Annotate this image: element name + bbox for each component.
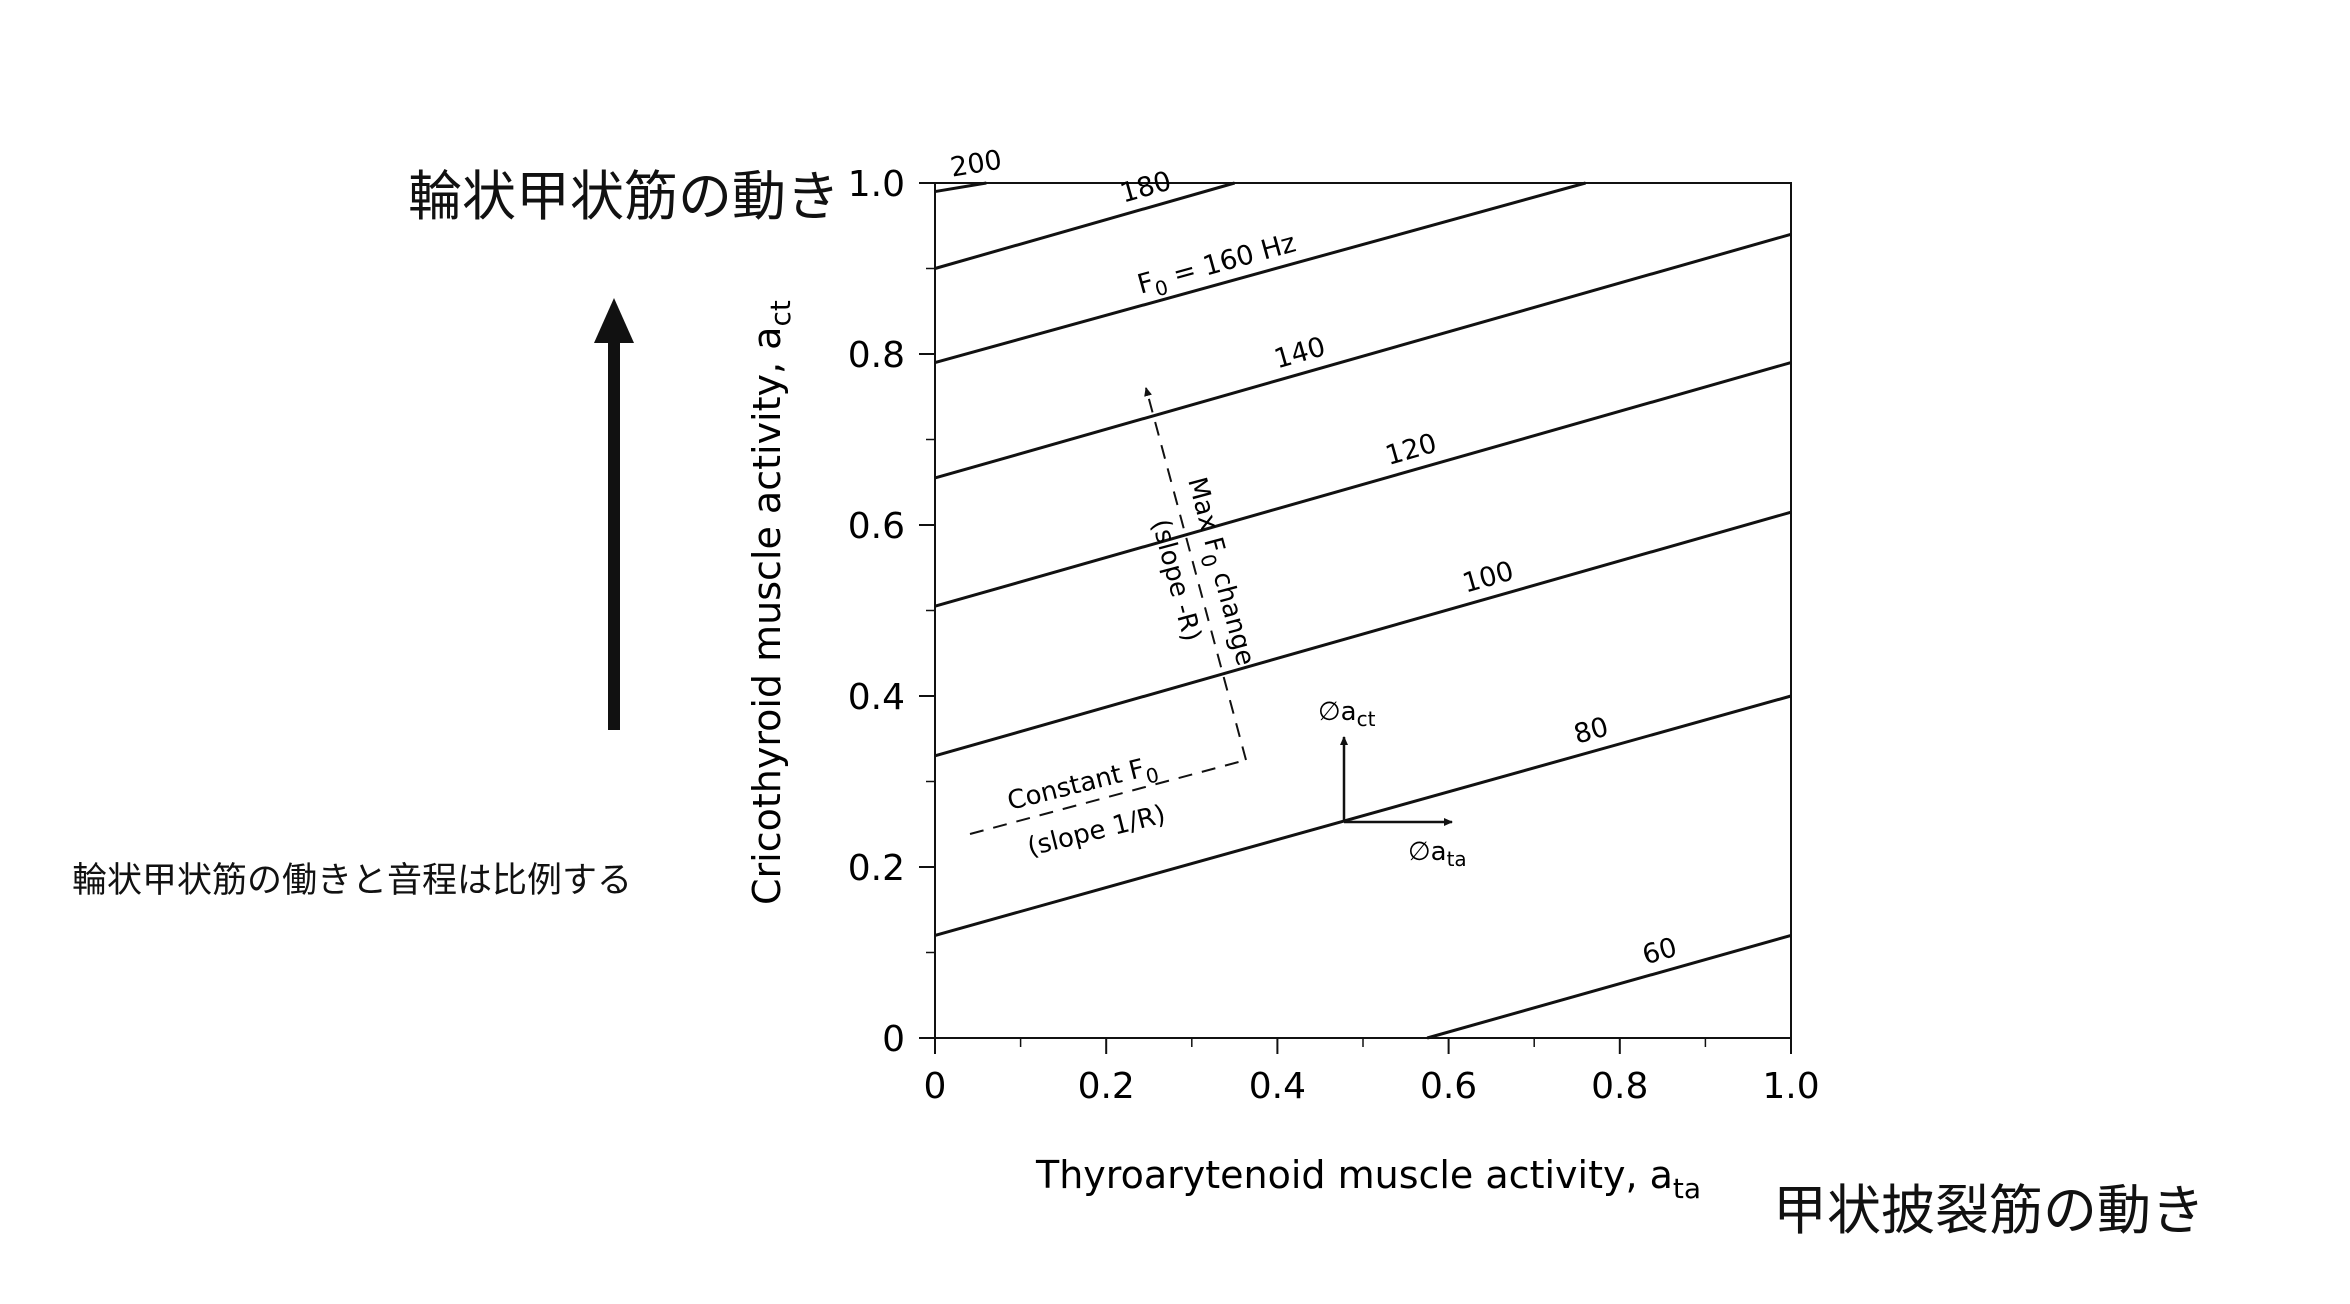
x-tick-label: 0.4	[1249, 1066, 1306, 1107]
plot-frame	[934, 182, 1792, 1039]
y-tick-label: 0	[882, 1019, 905, 1060]
big-up-arrow-head	[594, 298, 634, 343]
thyroarytenoid-japanese-label: 甲状披裂筋の動き	[1773, 1179, 2205, 1242]
x-tick-label: 1.0	[1762, 1066, 1819, 1107]
y-tick-label: 0.8	[848, 335, 905, 376]
cricothyroid-japanese-label: 輪状甲状筋の動き	[408, 165, 840, 228]
max-f0-change-dashed-line	[1144, 387, 1247, 761]
x-tick-label: 0	[924, 1066, 947, 1107]
fo-contour-200	[934, 181, 987, 194]
fo-contour-60	[1426, 933, 1792, 1040]
fo-contour-140	[934, 232, 1792, 480]
delta-act-label: ∅act	[1318, 697, 1376, 731]
x-tick-label: 0.6	[1420, 1066, 1477, 1107]
constant-f0-slope-label: (slope 1/R)	[1024, 800, 1168, 863]
y-tick-label: 0.6	[848, 506, 905, 547]
proportional-note: 輪状甲状筋の働きと音程は比例する	[72, 861, 633, 901]
fo-contour-80	[934, 694, 1792, 937]
y-tick-label: 0.2	[848, 848, 905, 889]
fo-contour-160	[934, 181, 1586, 364]
x-tick-label: 0.2	[1078, 1066, 1135, 1107]
fo-contour-180	[934, 181, 1236, 270]
fo-contour-label-200: 200	[948, 145, 1004, 184]
fo-contour-120	[934, 361, 1792, 608]
x-axis-title: Thyroarytenoid muscle activity, ata	[1035, 1153, 1701, 1205]
y-tick-label: 0.4	[848, 677, 905, 718]
x-tick-label: 0.8	[1591, 1066, 1648, 1107]
delta-ata-label: ∅ata	[1408, 837, 1467, 871]
fo-contour-100	[934, 510, 1792, 758]
fo-contour-label-80: 80	[1571, 711, 1612, 750]
y-axis-title: Cricothyroid muscle activity, act	[745, 300, 797, 905]
y-tick-label: 1.0	[848, 164, 905, 205]
fo-contour-label-60: 60	[1639, 932, 1680, 971]
fo-contour-label-160: F0 = 160 Hz	[1134, 227, 1300, 305]
